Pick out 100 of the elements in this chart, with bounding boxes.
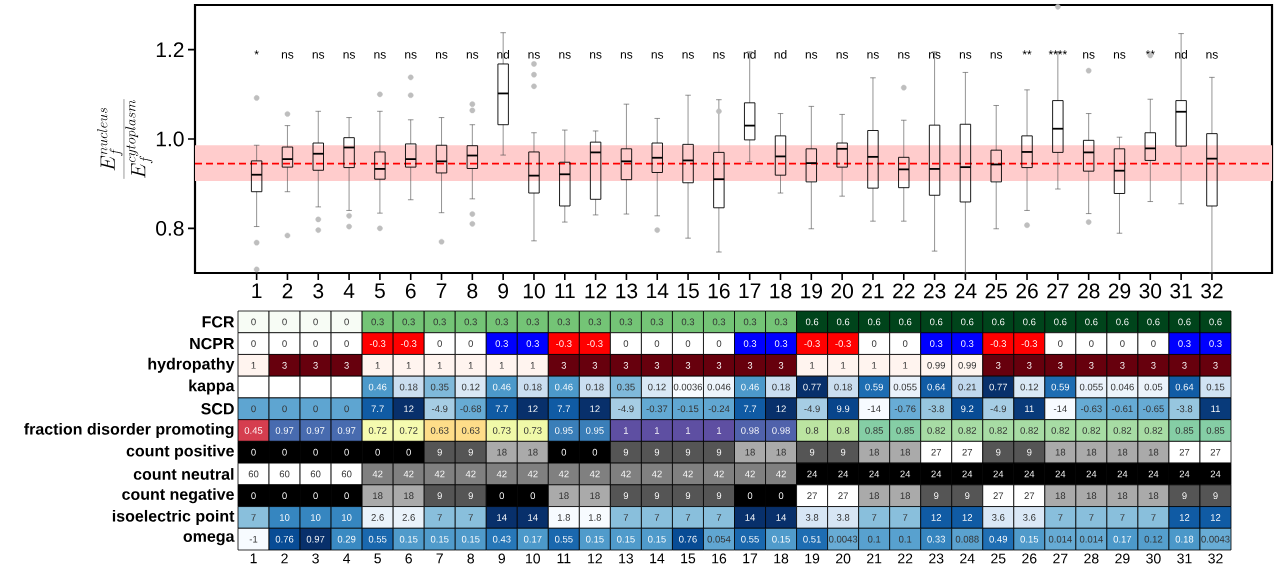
data-label: 0.3 — [495, 340, 508, 347]
annotation: ns — [528, 52, 540, 59]
data-label: 0.6 — [929, 318, 943, 326]
data-label: 1.8 — [588, 514, 602, 521]
data-label: 0.15 — [585, 535, 604, 543]
data-label: 14 — [528, 514, 538, 521]
data-label: 9 — [996, 448, 1001, 456]
x-tick-label: 3 — [313, 283, 324, 299]
data-label: 3 — [344, 361, 349, 369]
x-tick-label: 26 — [1022, 553, 1037, 564]
x-tick-label: 4 — [343, 553, 351, 564]
data-label: 1 — [810, 362, 815, 369]
data-label: 0.85 — [896, 427, 915, 434]
data-label: 0.46 — [741, 383, 759, 391]
annotation: ** — [1145, 50, 1155, 55]
data-label: 0 — [313, 405, 318, 413]
x-tick-label: 22 — [893, 283, 915, 299]
data-label: 0.55 — [554, 535, 573, 543]
data-label: 0.3 — [774, 318, 788, 326]
data-label: 0.6 — [1147, 318, 1160, 326]
data-label: 1 — [530, 362, 535, 369]
data-label: 60 — [310, 470, 321, 478]
data-label: 0 — [716, 340, 722, 347]
data-label: 27 — [962, 448, 973, 456]
data-label: 0 — [778, 492, 784, 500]
data-label: 3 — [995, 361, 1001, 369]
data-label: 11 — [1025, 405, 1034, 413]
data-label: 24 — [931, 470, 942, 478]
x-tick-label: 16 — [712, 553, 727, 564]
y-tick-label: FCR — [202, 316, 235, 328]
data-label: 7 — [685, 514, 691, 521]
data-label: 1 — [468, 362, 473, 369]
data-label: 18 — [900, 492, 911, 500]
data-label: 18 — [590, 492, 600, 500]
x-tick-label: 29 — [1115, 553, 1130, 564]
data-label: 24 — [1086, 470, 1097, 478]
data-label: 0.45 — [244, 427, 263, 434]
data-label: 0.85 — [1175, 427, 1194, 434]
annotation: ns — [836, 52, 849, 59]
data-label: 0.64 — [927, 383, 946, 391]
data-label: 0.6 — [898, 318, 912, 326]
data-label: 0 — [747, 492, 753, 500]
y-tick-label: count positive — [126, 444, 234, 460]
data-label: 9 — [934, 492, 939, 500]
y-tick-label: NCPR — [190, 337, 235, 350]
data-label: 3 — [747, 361, 753, 369]
data-label: 0.0043 — [828, 535, 858, 543]
data-label: 0 — [251, 492, 256, 500]
data-label: 0.18 — [834, 383, 852, 391]
x-tick-label: 29 — [1108, 283, 1131, 299]
data-label: 0.014 — [1079, 535, 1103, 543]
data-label: 0 — [282, 405, 287, 413]
data-label: 0 — [344, 492, 349, 500]
data-label: 1 — [686, 427, 691, 434]
data-label: 0.12 — [1144, 535, 1163, 543]
data-label: 0.77 — [989, 383, 1008, 391]
data-label: 0.3 — [526, 340, 539, 347]
data-label: 0.15 — [1020, 535, 1039, 543]
data-label: 3 — [685, 361, 691, 369]
data-label: 0.6 — [992, 318, 1005, 326]
data-label: 1 — [655, 427, 660, 434]
data-label: 3 — [1058, 361, 1063, 369]
data-label: 27 — [807, 492, 817, 499]
data-label: 7 — [251, 514, 256, 521]
data-label: 0.6 — [867, 318, 881, 326]
x-tick-label: 17 — [739, 283, 761, 298]
data-label: 10 — [342, 514, 352, 521]
data-label: 27 — [993, 492, 1004, 499]
data-label: 42 — [558, 470, 569, 478]
data-label: 0.72 — [399, 427, 418, 434]
data-label: 0.82 — [1082, 427, 1101, 434]
data-label: 0.3 — [743, 340, 757, 347]
x-tick-label: 12 — [588, 553, 602, 564]
data-label: 9 — [716, 448, 722, 456]
x-tick-label: 21 — [867, 553, 882, 564]
x-tick-label: 23 — [923, 283, 946, 299]
data-label: 3 — [282, 361, 287, 369]
data-label: -0.24 — [708, 405, 730, 413]
data-label: 3 — [778, 361, 784, 369]
data-label: -1 — [249, 535, 258, 543]
data-label: -0.3 — [587, 340, 603, 347]
data-label: 0.82 — [927, 427, 945, 434]
data-label: 0.3 — [557, 318, 571, 326]
data-label: 0.46 — [492, 383, 511, 391]
data-label: 0.3 — [1209, 340, 1222, 347]
annotation: * — [254, 50, 259, 55]
x-tick-label: 6 — [405, 553, 412, 564]
data-label: 0.99 — [958, 361, 977, 369]
data-label: 0.1 — [898, 535, 912, 543]
data-label: 0.77 — [803, 383, 821, 391]
data-label: 12 — [962, 514, 973, 521]
data-label: 12 — [590, 405, 600, 413]
data-label: -0.3 — [990, 340, 1007, 347]
data-label: 24 — [962, 470, 973, 478]
data-label: 7 — [1058, 514, 1063, 521]
data-label: 27 — [838, 492, 848, 499]
data-label: 24 — [1210, 470, 1221, 478]
data-label: 18 — [1148, 448, 1159, 456]
data-label: 0.55 — [368, 535, 387, 543]
data-label: 3.6 — [1023, 514, 1036, 521]
